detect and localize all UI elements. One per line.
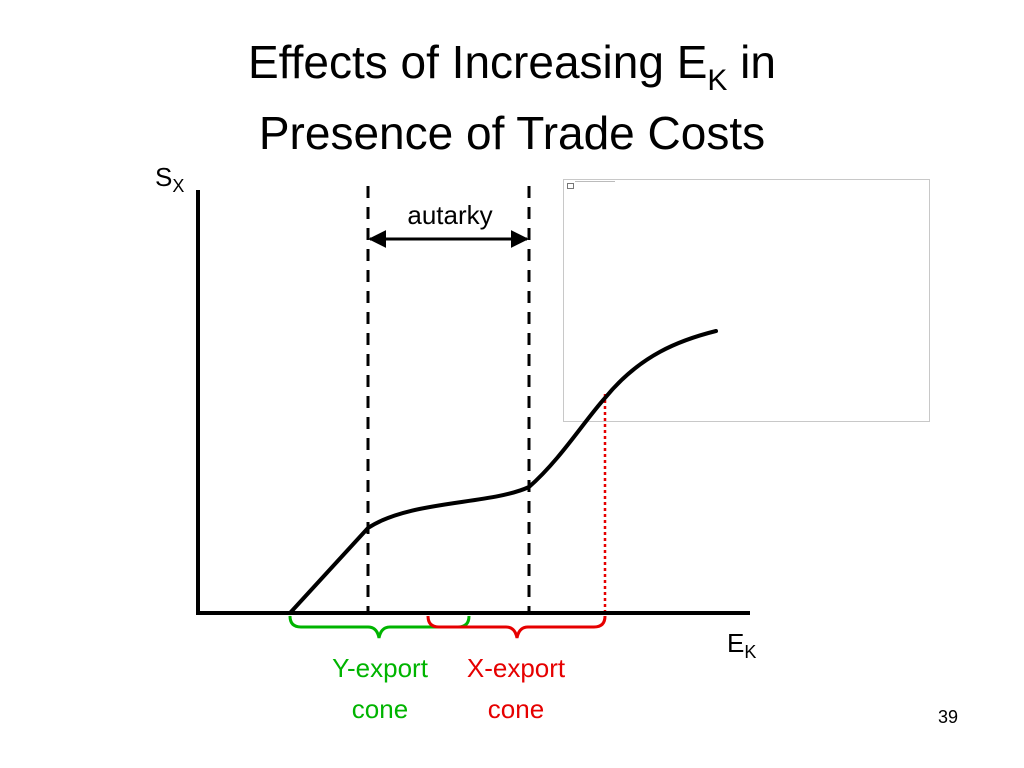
x-axis-label: EK: [727, 628, 756, 662]
title-line-2: Presence of Trade Costs: [258, 107, 766, 159]
placeholder-caption: [575, 181, 615, 185]
title-text-part: Effects of Increasing E: [247, 36, 708, 88]
x-export-label-line1: X-export: [467, 653, 566, 683]
title-text-part: in: [727, 36, 776, 88]
x-export-brace: [426, 615, 607, 639]
broken-image-icon: [567, 183, 574, 189]
page-number: 39: [938, 707, 959, 727]
slide-title: Effects of Increasing EK in Presence of …: [0, 36, 1024, 159]
sx-curve: [288, 329, 718, 615]
title-subscript: K: [707, 64, 728, 97]
autarky-label: autarky: [407, 200, 492, 230]
y-axis-label: SX: [155, 162, 184, 196]
y-export-label-line1: Y-export: [332, 653, 429, 683]
x-export-label-line2: cone: [488, 694, 544, 724]
title-line-1: Effects of Increasing EK in: [0, 36, 1024, 107]
y-export-label-line2: cone: [352, 694, 408, 724]
image-placeholder: [563, 179, 930, 422]
